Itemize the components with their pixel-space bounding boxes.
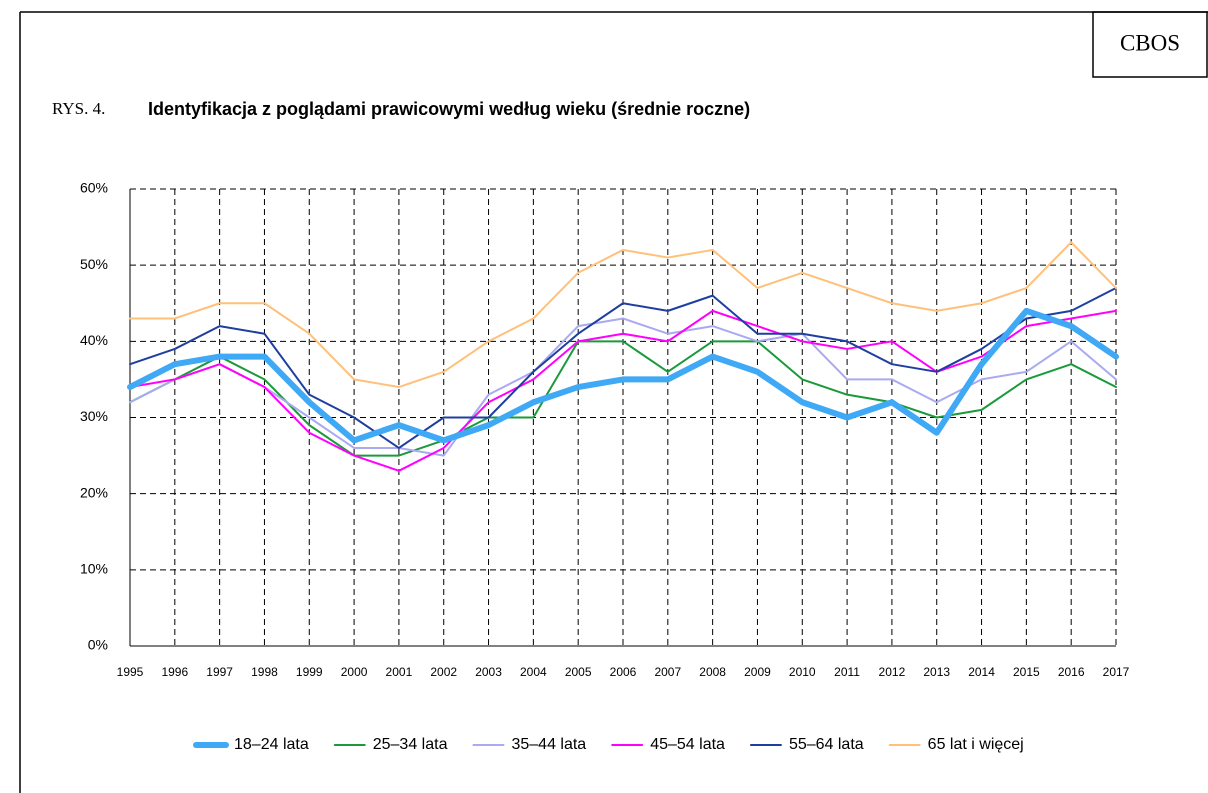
x-tick-label: 2005 [565, 665, 592, 679]
x-tick-label: 2012 [879, 665, 906, 679]
x-tick-label: 2001 [386, 665, 413, 679]
y-tick-label: 0% [88, 637, 108, 653]
y-tick-label: 30% [80, 408, 108, 424]
legend-label: 35–44 lata [511, 736, 586, 753]
series-line [129, 340, 1117, 457]
x-tick-label: 2014 [968, 665, 995, 679]
brand-box [1092, 11, 1208, 78]
legend-label: 65 lat i więcej [928, 736, 1024, 753]
x-tick-label: 2006 [610, 665, 637, 679]
x-tick-label: 2010 [789, 665, 816, 679]
series-line [129, 317, 1117, 457]
x-tick-label: 2003 [475, 665, 502, 679]
figure-label: RYS. 4. [52, 99, 105, 118]
y-tick-label: 60% [80, 180, 108, 196]
x-tick-label: 1997 [206, 665, 233, 679]
grid: 0% 10% 20% 30% 40% 50% 60% 1995 1996 1997 1998 1999… [80, 180, 1130, 679]
plot [127, 241, 1119, 472]
legend-label: 55–64 lata [789, 736, 864, 753]
x-tick-label: 1998 [251, 665, 278, 679]
x-tick-label: 1995 [117, 665, 144, 679]
x-tick-label: 2004 [520, 665, 547, 679]
series-line [129, 241, 1117, 389]
x-tick-label: 2013 [923, 665, 950, 679]
y-tick-label: 20% [80, 484, 108, 500]
series-line [127, 307, 1119, 444]
y-tick-label: 50% [80, 256, 108, 272]
x-tick-label: 2017 [1103, 665, 1130, 679]
legend: 18–24 lata 25–34 lata 35–44 lata 45–54 lata… [193, 736, 1024, 753]
x-tick-label: 2011 [834, 665, 860, 679]
x-tick-label: 2008 [699, 665, 726, 679]
x-tick-label: 1996 [161, 665, 188, 679]
chart-title: Identyfikacja z poglądami prawicowymi we… [148, 99, 750, 119]
legend-label: 18–24 lata [234, 736, 309, 753]
x-tick-label: 2002 [430, 665, 457, 679]
y-tick-label: 10% [80, 561, 108, 577]
legend-label: 25–34 lata [373, 736, 448, 753]
x-tick-label: 2015 [1013, 665, 1040, 679]
legend-label: 45–54 lata [650, 736, 725, 753]
series-line [129, 287, 1117, 449]
x-tick-label: 2009 [744, 665, 771, 679]
x-tick-label: 1999 [296, 665, 323, 679]
brand: CBOS [1120, 30, 1180, 55]
x-tick-label: 2007 [654, 665, 681, 679]
x-tick-label: 2000 [341, 665, 368, 679]
series-line [129, 309, 1117, 472]
y-tick-label: 40% [80, 332, 108, 348]
x-tick-label: 2016 [1058, 665, 1085, 679]
